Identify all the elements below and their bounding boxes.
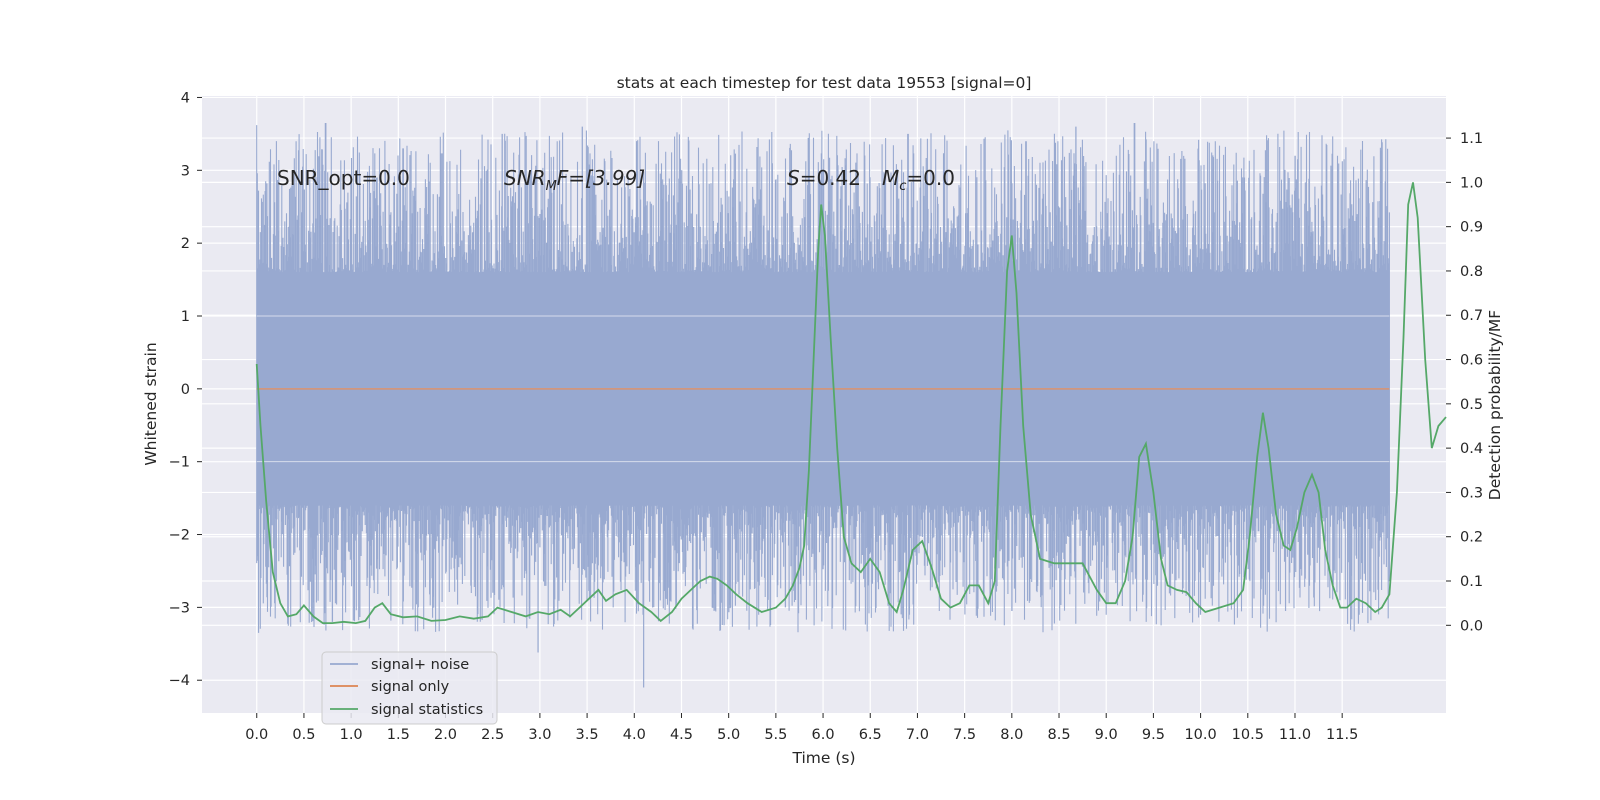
annotation-snr-mf-main: SNR [504, 166, 546, 190]
annotation-mc-sub: c [899, 179, 906, 194]
x-tick-label: 4.5 [670, 727, 693, 743]
x-tick-label: 9.5 [1142, 727, 1165, 743]
annotation-snr-mf-sub: M [546, 179, 557, 194]
legend: signal+ noise signal only signal statist… [321, 651, 498, 725]
annotation-snr-mf: SNRMF=[3.99] [504, 166, 645, 194]
y-left-tick-label: −2 [169, 528, 190, 544]
x-tick-label: 3.0 [528, 727, 551, 743]
legend-box [321, 651, 498, 725]
x-tick-label: 0.0 [245, 727, 268, 743]
y-right-tick-label: 0.6 [1460, 353, 1483, 369]
y-left-tick-label: −1 [169, 455, 190, 471]
y-left-tick-label: 1 [181, 309, 190, 325]
annotation-s-value: =0.42 [800, 166, 861, 190]
y-left-tick-label: −4 [169, 673, 190, 689]
legend-label-signal-statistics: signal statistics [371, 702, 483, 718]
y-right-tick-label: 1.1 [1460, 131, 1483, 147]
annotation-mc-value: =0.0 [906, 166, 955, 190]
annotation-s-main: S [787, 166, 800, 190]
signal-statistics-series [255, 182, 1447, 625]
y-right-tick-label: 0.0 [1460, 618, 1483, 634]
y-left-tick-label: 0 [181, 382, 190, 398]
x-tick-label: 5.0 [717, 727, 740, 743]
chart-title: stats at each timestep for test data 195… [617, 74, 1032, 92]
x-tick-label: 10.0 [1184, 727, 1216, 743]
legend-label-signal-only: signal only [371, 679, 450, 695]
x-tick-label: 2.0 [434, 727, 457, 743]
y-right-tick-label: 0.4 [1460, 441, 1483, 457]
x-tick-label: 9.0 [1095, 727, 1118, 743]
y-right-tick-label: 0.2 [1460, 530, 1483, 546]
y-right-tick-label: 0.7 [1460, 308, 1483, 324]
y-axis-left-ticks: −4 −3 −2 −1 0 1 2 3 4 [169, 90, 202, 689]
y-right-tick-label: 0.8 [1460, 264, 1483, 280]
y-axis-right-label: Detection probability/MF [1486, 310, 1504, 501]
y-right-tick-label: 0.9 [1460, 220, 1483, 236]
y-axis-left-label: Whitened strain [142, 342, 160, 465]
y-right-tick-label: 0.3 [1460, 485, 1483, 501]
x-axis-ticks: 0.0 0.5 1.0 1.5 2.0 2.5 3.0 3.5 4.0 4.5 5.0 5.5 6.0 6… [245, 713, 1358, 743]
x-tick-label: 1.5 [387, 727, 410, 743]
x-tick-label: 2.5 [481, 727, 504, 743]
y-axis-right-ticks: 0.0 0.1 0.2 0.3 0.4 0.5 0.6 0.7 0.8 0.9 1.0 1.1 [1446, 131, 1483, 634]
x-tick-label: 7.5 [953, 727, 976, 743]
y-left-tick-label: −3 [169, 600, 190, 616]
x-tick-label: 1.0 [340, 727, 363, 743]
annotation-snr-opt: SNR_opt=0.0 [277, 166, 410, 190]
x-tick-label: 8.0 [1000, 727, 1023, 743]
annotation-snr-mf-rest: F=[3.99] [557, 166, 645, 190]
y-right-tick-label: 1.0 [1460, 175, 1483, 191]
x-tick-label: 6.0 [812, 727, 835, 743]
y-left-tick-label: 4 [181, 90, 190, 106]
annotation-mc: Mc=0.0 [882, 166, 955, 194]
x-tick-label: 11.5 [1326, 727, 1358, 743]
signal-statistics-line [255, 182, 1447, 625]
y-left-tick-label: 3 [181, 163, 190, 179]
legend-label-signal-noise: signal+ noise [371, 657, 469, 673]
x-axis-label: Time (s) [791, 749, 855, 767]
annotation-mc-main: M [882, 166, 899, 190]
annotation-s: S=0.42 [787, 166, 861, 190]
x-tick-label: 3.5 [576, 727, 599, 743]
x-tick-label: 6.5 [859, 727, 882, 743]
x-tick-label: 4.0 [623, 727, 646, 743]
y-right-tick-label: 0.1 [1460, 574, 1483, 590]
x-tick-label: 7.0 [906, 727, 929, 743]
x-tick-label: 5.5 [764, 727, 787, 743]
x-tick-label: 11.0 [1279, 727, 1311, 743]
x-tick-label: 0.5 [292, 727, 315, 743]
x-tick-label: 10.5 [1232, 727, 1264, 743]
y-left-tick-label: 2 [181, 236, 190, 252]
y-right-tick-label: 0.5 [1460, 397, 1483, 413]
x-tick-label: 8.5 [1047, 727, 1070, 743]
